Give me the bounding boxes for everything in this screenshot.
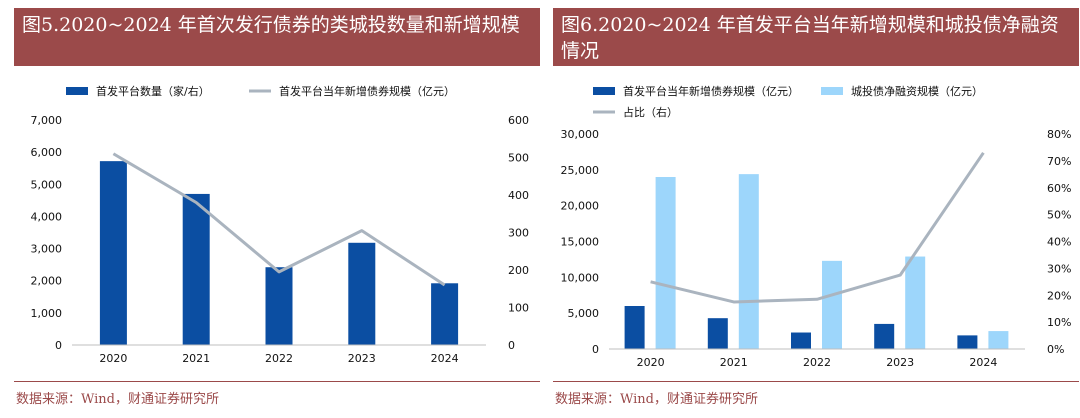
y-tick-label: 1,000 xyxy=(31,307,63,320)
y-tick-label: 5,000 xyxy=(31,178,63,191)
chart-title-left: 图5.2020~2024 年首次发行债券的类城投数量和新增规模 xyxy=(14,8,540,66)
y2-tick-label: 100 xyxy=(508,302,529,315)
bar-primary-2021 xyxy=(182,193,210,345)
y-tick-label: 30,000 xyxy=(561,128,600,141)
y-tick-label: 7,000 xyxy=(31,114,63,127)
legend-swatch-1 xyxy=(821,87,843,95)
y2-tick-label: 70% xyxy=(1047,155,1071,168)
y2-tick-label: 0% xyxy=(1047,343,1064,356)
legend-label-2: 占比（右） xyxy=(623,105,678,119)
y2-tick-label: 80% xyxy=(1047,128,1071,141)
divider-left xyxy=(14,381,540,382)
source-note-right: 数据来源：Wind，财通证券研究所 xyxy=(555,392,758,407)
bar-primary-2021 xyxy=(707,318,728,349)
y2-tick-label: 20% xyxy=(1047,289,1071,302)
bar-primary-2020 xyxy=(99,161,127,345)
y-tick-label: 0 xyxy=(592,343,599,356)
y-tick-label: 6,000 xyxy=(31,146,63,159)
bar-primary-2022 xyxy=(265,267,293,345)
bar-secondary-2022 xyxy=(822,260,842,349)
y2-tick-label: 40% xyxy=(1047,236,1071,249)
y2-tick-label: 400 xyxy=(508,189,529,202)
y2-tick-label: 60% xyxy=(1047,182,1071,195)
bar-primary-2024 xyxy=(957,335,978,349)
chart-right: 首发平台当年新增债券规模（亿元） 城投债净融资规模（亿元） 占比（右） 0 5,000 1… xyxy=(561,84,1072,369)
legend-label-1: 城投债净融资规模（亿元） xyxy=(851,84,983,98)
chart-panel-right: 图6.2020~2024 年首发平台当年新增规模和城投债净融资情况 首发平台当年… xyxy=(553,0,1079,418)
bar-primary-2023 xyxy=(348,242,376,345)
bar-secondary-2020 xyxy=(655,177,676,349)
x-tick-label: 2020 xyxy=(637,356,665,369)
y-tick-label: 15,000 xyxy=(561,236,600,249)
bar-primary-2020 xyxy=(624,306,645,349)
y-tick-label: 5,000 xyxy=(568,307,600,320)
y-tick-label: 3,000 xyxy=(31,243,63,256)
bar-secondary-2021 xyxy=(738,174,759,349)
x-tick-label: 2021 xyxy=(182,352,210,365)
source-note-left: 数据来源：Wind，财通证券研究所 xyxy=(16,392,219,407)
bar-primary-2024 xyxy=(431,283,459,345)
bar-primary-2022 xyxy=(791,332,811,349)
bar-secondary-2024 xyxy=(988,331,1009,349)
chart-title-right: 图6.2020~2024 年首发平台当年新增规模和城投债净融资情况 xyxy=(553,8,1079,66)
y2-tick-label: 50% xyxy=(1047,209,1071,222)
y2-tick-label: 30% xyxy=(1047,262,1071,275)
y-tick-label: 20,000 xyxy=(561,200,600,213)
y2-tick-label: 10% xyxy=(1047,316,1071,329)
legend-swatch-0 xyxy=(66,87,88,95)
bar-secondary-2023 xyxy=(905,256,926,349)
x-tick-label: 2023 xyxy=(886,356,914,369)
legend-label-0: 首发平台数量（家/右） xyxy=(96,84,210,98)
x-tick-label: 2024 xyxy=(431,352,459,365)
line-series-1 xyxy=(112,152,446,287)
chart-left: 首发平台数量（家/右） 首发平台当年新增债券规模（亿元） 0 1,000 2,000 3,… xyxy=(31,84,530,365)
legend-swatch-0 xyxy=(593,87,615,95)
x-tick-label: 2023 xyxy=(348,352,376,365)
x-tick-label: 2020 xyxy=(99,352,127,365)
x-tick-label: 2022 xyxy=(803,356,831,369)
y2-tick-label: 300 xyxy=(508,227,529,240)
chart-panel-left: 图5.2020~2024 年首次发行债券的类城投数量和新增规模 首发平台数量（家… xyxy=(14,0,540,418)
y2-tick-label: 500 xyxy=(508,152,529,165)
x-tick-label: 2022 xyxy=(265,352,293,365)
y-tick-label: 25,000 xyxy=(561,164,600,177)
divider-right xyxy=(553,381,1079,382)
bar-primary-2023 xyxy=(874,323,895,349)
y-tick-label: 0 xyxy=(55,339,62,352)
y2-tick-label: 0 xyxy=(508,339,515,352)
line-series-2 xyxy=(650,151,985,304)
y-tick-label: 10,000 xyxy=(561,271,600,284)
y-tick-label: 4,000 xyxy=(31,210,63,223)
y2-tick-label: 200 xyxy=(508,264,529,277)
y2-tick-label: 600 xyxy=(508,114,529,127)
y-tick-label: 2,000 xyxy=(31,275,63,288)
legend-label-1: 首发平台当年新增债券规模（亿元） xyxy=(279,84,455,98)
x-tick-label: 2021 xyxy=(720,356,748,369)
legend-label-0: 首发平台当年新增债券规模（亿元） xyxy=(623,84,799,98)
x-tick-label: 2024 xyxy=(969,356,997,369)
